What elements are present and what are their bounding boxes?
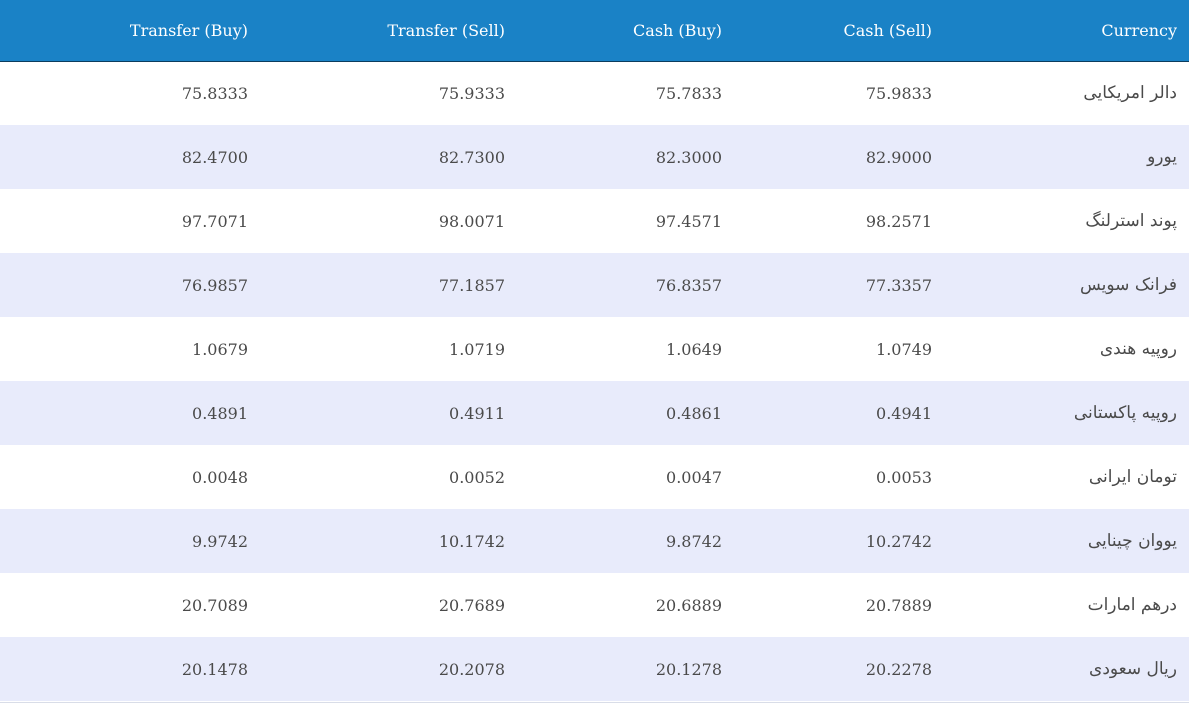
cash-sell-cell: 1.0749 (876, 339, 932, 359)
table-bottom-divider (0, 702, 1189, 703)
transfer-sell-cell: 1.0719 (449, 339, 505, 359)
table-row: 20.1478 20.2078 20.1278 20.2278 ریال سعو… (0, 637, 1189, 701)
table-row: 82.4700 82.7300 82.3000 82.9000 یورو (0, 125, 1189, 189)
cash-buy-cell: 76.8357 (655, 275, 722, 295)
transfer-buy-cell: 76.9857 (181, 275, 248, 295)
table-header: Transfer (Buy) Transfer (Sell) Cash (Buy… (0, 0, 1189, 62)
transfer-sell-cell: 98.0071 (438, 211, 505, 231)
cash-buy-cell: 9.8742 (666, 531, 722, 551)
cash-sell-cell: 77.3357 (865, 275, 932, 295)
currency-name-cell: روپیه پاکستانی (1073, 403, 1177, 423)
currency-name-cell: پوند استرلنگ (1085, 211, 1177, 231)
cash-sell-cell: 75.9833 (865, 83, 932, 103)
currency-name-cell: یورو (1147, 147, 1177, 167)
cash-buy-cell: 0.0047 (666, 467, 722, 487)
transfer-sell-cell: 20.2078 (438, 659, 505, 679)
cash-buy-cell: 82.3000 (655, 147, 722, 167)
header-transfer-sell[interactable]: Transfer (Sell) (248, 0, 505, 62)
table-row: 0.4891 0.4911 0.4861 0.4941 روپیه پاکستا… (0, 381, 1189, 445)
transfer-sell-cell: 0.0052 (449, 467, 505, 487)
transfer-sell-cell: 20.7689 (438, 595, 505, 615)
currency-name-cell: یووان چینایی (1087, 531, 1177, 551)
cash-buy-cell: 75.7833 (655, 83, 722, 103)
table-row: 75.8333 75.9333 75.7833 75.9833 دالر امر… (0, 61, 1189, 125)
transfer-sell-cell: 82.7300 (438, 147, 505, 167)
cash-buy-cell: 0.4861 (666, 403, 722, 423)
cash-sell-cell: 20.7889 (865, 595, 932, 615)
cash-sell-cell: 10.2742 (865, 531, 932, 551)
transfer-buy-cell: 20.7089 (181, 595, 248, 615)
table-body: 75.8333 75.9333 75.7833 75.9833 دالر امر… (0, 61, 1189, 701)
table-row: 0.0048 0.0052 0.0047 0.0053 تومان ایرانی (0, 445, 1189, 509)
table-row: 9.9742 10.1742 9.8742 10.2742 یووان چینا… (0, 509, 1189, 573)
currency-name-cell: فرانک سویس (1079, 275, 1177, 295)
header-transfer-buy[interactable]: Transfer (Buy) (0, 0, 248, 62)
cash-sell-cell: 0.4941 (876, 403, 932, 423)
transfer-buy-cell: 0.4891 (192, 403, 248, 423)
transfer-sell-cell: 0.4911 (449, 403, 505, 423)
transfer-buy-cell: 1.0679 (192, 339, 248, 359)
header-currency[interactable]: Currency (932, 0, 1189, 62)
cash-buy-cell: 20.1278 (655, 659, 722, 679)
cash-sell-cell: 98.2571 (865, 211, 932, 231)
transfer-sell-cell: 77.1857 (438, 275, 505, 295)
transfer-buy-cell: 20.1478 (181, 659, 248, 679)
currency-name-cell: تومان ایرانی (1088, 467, 1177, 487)
header-row: Transfer (Buy) Transfer (Sell) Cash (Buy… (0, 0, 1189, 62)
transfer-sell-cell: 75.9333 (438, 83, 505, 103)
transfer-buy-cell: 0.0048 (192, 467, 248, 487)
cash-buy-cell: 97.4571 (655, 211, 722, 231)
currency-name-cell: درهم امارات (1087, 595, 1177, 615)
cash-buy-cell: 20.6889 (655, 595, 722, 615)
currency-name-cell: ریال سعودی (1089, 659, 1177, 679)
table-row: 20.7089 20.7689 20.6889 20.7889 درهم اما… (0, 573, 1189, 637)
currency-name-cell: روپیه هندی (1099, 339, 1177, 359)
transfer-buy-cell: 9.9742 (192, 531, 248, 551)
table-row: 1.0679 1.0719 1.0649 1.0749 روپیه هندی (0, 317, 1189, 381)
transfer-buy-cell: 82.4700 (181, 147, 248, 167)
transfer-buy-cell: 75.8333 (181, 83, 248, 103)
cash-sell-cell: 20.2278 (865, 659, 932, 679)
table-row: 97.7071 98.0071 97.4571 98.2571 پوند است… (0, 189, 1189, 253)
currency-name-cell: دالر امریکایی (1083, 83, 1177, 104)
header-cash-buy[interactable]: Cash (Buy) (505, 0, 722, 62)
transfer-sell-cell: 10.1742 (438, 531, 505, 551)
header-cash-sell[interactable]: Cash (Sell) (722, 0, 932, 62)
table-row: 76.9857 77.1857 76.8357 77.3357 فرانک سو… (0, 253, 1189, 317)
cash-sell-cell: 82.9000 (865, 147, 932, 167)
cash-sell-cell: 0.0053 (876, 467, 932, 487)
cash-buy-cell: 1.0649 (666, 339, 722, 359)
transfer-buy-cell: 97.7071 (181, 211, 248, 231)
